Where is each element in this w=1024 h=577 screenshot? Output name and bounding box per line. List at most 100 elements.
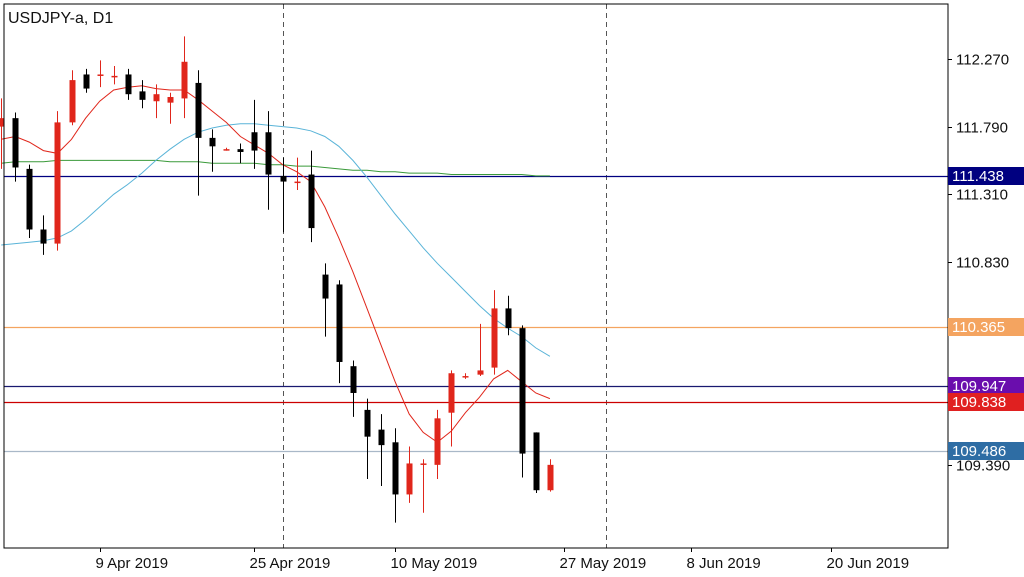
candle-0	[0, 98, 5, 169]
level-109486-badge: 109.486	[948, 442, 1024, 460]
y-axis: 112.270 111.790 111.310 110.830 109.390	[948, 52, 1010, 475]
candle-23	[322, 263, 329, 337]
level-111438-badge: 111.438	[948, 167, 1024, 185]
candle-10	[139, 80, 146, 109]
candle-body	[350, 366, 357, 393]
candle-body	[54, 122, 61, 244]
candle-body	[406, 463, 413, 495]
level-badge-bg	[948, 377, 1024, 395]
candle-body	[153, 94, 160, 102]
candle-27	[378, 414, 385, 486]
level-badge-bg	[948, 167, 1024, 185]
candle-29	[406, 446, 413, 503]
candle-12	[167, 92, 174, 124]
candle-14	[195, 70, 202, 196]
candle-17	[237, 143, 244, 164]
candle-body	[434, 418, 441, 465]
level-badge-bg	[948, 393, 1024, 411]
candle-body	[83, 74, 90, 89]
x-tick-label-2: 10 May 2019	[391, 555, 478, 572]
candle-body	[533, 432, 540, 491]
candle-body	[181, 61, 188, 99]
y-tick-label-3: 110.830	[956, 255, 1009, 272]
x-tick-label-0: 9 Apr 2019	[96, 555, 169, 572]
candle-11	[153, 84, 160, 119]
candle-25	[350, 360, 357, 417]
candle-5	[69, 70, 76, 126]
candle-8	[111, 66, 118, 85]
level-badge-label: 110.365	[952, 319, 1005, 336]
level-badge-bg	[948, 442, 1024, 460]
candle-6	[83, 68, 90, 93]
candle-body	[40, 229, 47, 244]
candle-18	[251, 99, 258, 169]
y-tick-label-0: 112.270	[956, 52, 1009, 69]
candle-body	[505, 308, 512, 329]
candle-37	[519, 325, 526, 478]
candle-7	[97, 60, 104, 88]
candle-body	[364, 409, 371, 437]
level-badge-label: 109.838	[952, 394, 1006, 411]
candle-30	[420, 459, 427, 513]
level-109838-badge: 109.838	[948, 393, 1024, 411]
candle-20	[280, 157, 287, 233]
candle-body	[448, 373, 455, 413]
candle-body	[294, 181, 301, 184]
candle-body	[237, 149, 244, 152]
candle-15	[209, 129, 216, 172]
x-axis: 9 Apr 2019 25 Apr 2019 10 May 2019 27 May 2…	[96, 548, 910, 572]
candle-body	[265, 132, 272, 175]
candle-body	[125, 74, 132, 95]
candle-body	[392, 442, 399, 495]
candle-body	[111, 75, 118, 78]
candle-body	[308, 174, 315, 229]
moving-averages	[1, 85, 551, 443]
candle-32	[448, 370, 455, 447]
ma-fast-line	[1, 85, 551, 443]
candle-body	[336, 284, 343, 362]
period-separators	[283, 4, 607, 548]
candle-21	[294, 157, 301, 191]
candle-body	[167, 97, 174, 103]
y-tick-label-2: 111.310	[956, 187, 1008, 204]
candle-4	[54, 111, 61, 251]
candle-body	[378, 429, 385, 446]
candle-19	[265, 111, 272, 210]
candle-16	[223, 147, 230, 151]
chart-title: USDJPY-a, D1	[8, 10, 113, 27]
candle-body	[420, 463, 427, 465]
candle-22	[308, 150, 315, 243]
candle-24	[336, 280, 343, 384]
candle-body	[280, 175, 287, 182]
candle-31	[434, 409, 441, 479]
candle-38	[533, 432, 540, 494]
candle-body	[477, 370, 484, 375]
candle-body	[223, 149, 230, 151]
candle-33	[462, 373, 469, 379]
ma-long-line	[1, 159, 550, 177]
level-badge-label: 109.486	[952, 443, 1006, 460]
level-109947-badge: 109.947	[948, 377, 1024, 395]
horizontal-levels	[4, 175, 1024, 453]
candle-body	[97, 74, 104, 76]
level-110365-badge: 110.365	[948, 318, 1024, 336]
candle-9	[125, 68, 132, 100]
candle-body	[547, 464, 554, 491]
candle-body	[491, 308, 498, 368]
candle-body	[251, 132, 258, 151]
candle-body	[26, 168, 33, 230]
candle-13	[181, 36, 188, 119]
candle-39	[547, 459, 554, 492]
level-badge-bg	[948, 318, 1024, 336]
candle-26	[364, 398, 371, 479]
level-badge-label: 111.438	[952, 168, 1004, 185]
candle-body	[462, 376, 469, 378]
candle-body	[139, 91, 146, 100]
candle-body	[0, 118, 5, 127]
ma-slow-line	[1, 123, 551, 357]
plot-frame	[3, 3, 949, 549]
x-tick-label-5: 20 Jun 2019	[827, 555, 910, 572]
